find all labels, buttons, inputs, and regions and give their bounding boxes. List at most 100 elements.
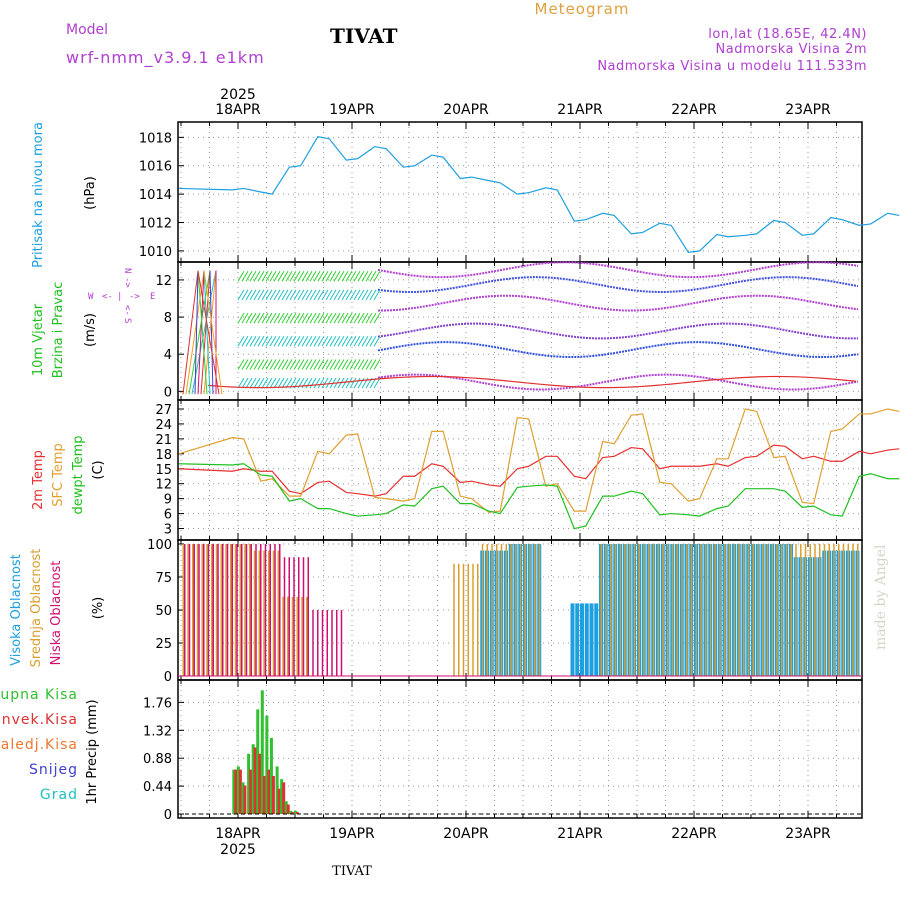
wind-hatch	[241, 312, 249, 324]
wind-hatch	[321, 377, 329, 389]
cloud-bar-1	[486, 544, 488, 676]
precip-bar-1	[291, 812, 295, 814]
wind-hatch	[285, 271, 293, 282]
precip-bar-0	[284, 801, 288, 814]
top-day-label-18APR: 18APR	[215, 102, 261, 118]
wind-hatch	[373, 359, 381, 370]
wind-hatch	[373, 312, 381, 324]
cloud-bar-2	[198, 544, 200, 676]
clouds-ytick-label: 100	[147, 538, 172, 553]
cloud-bar-1	[230, 544, 232, 676]
cloud-bar-1	[187, 544, 189, 676]
wind-hatch	[245, 312, 253, 324]
wind-fan-arrow	[194, 270, 199, 395]
wind-hatch	[361, 359, 369, 370]
wind-hatch	[285, 336, 293, 347]
pressure-frame	[177, 121, 863, 263]
precip-bar-1	[277, 788, 281, 814]
cloud-bar-1	[676, 544, 678, 676]
compass-up-arrow: <-	[122, 305, 132, 316]
bottom-day-label-19APR: 19APR	[329, 826, 375, 842]
wind-hatch	[337, 271, 345, 282]
wind-hatch	[249, 336, 257, 347]
temp-unit: (C)	[91, 460, 106, 479]
wind-fan-arrow	[182, 270, 199, 395]
cloud-ylabel-3: Niska Oblacnost	[49, 561, 64, 666]
cloud-bar-0	[589, 603, 594, 676]
cloud-bar-1	[234, 544, 237, 676]
wind-hatch	[305, 359, 313, 370]
cloud-bar-1	[624, 544, 626, 676]
cloud-bar-0	[580, 603, 584, 676]
wind-hatch	[261, 359, 269, 370]
wind-hatch	[285, 359, 293, 370]
wind-hatch	[341, 271, 349, 282]
wind-hatch	[257, 377, 265, 389]
wind-hatch	[313, 377, 321, 389]
wind-hatch	[325, 377, 333, 389]
wind-hatch	[349, 377, 357, 389]
wind-hatch	[317, 336, 325, 347]
wind-hatch	[301, 312, 309, 324]
wind-hatch	[257, 312, 265, 324]
watermark: made by Angel	[873, 544, 889, 650]
top-day-label-19APR: 19APR	[329, 102, 375, 118]
wind-hatch	[237, 359, 245, 370]
cloud-bar-2	[264, 544, 267, 676]
wind-hatch	[309, 289, 317, 301]
wind-hatch	[321, 359, 329, 370]
panels: 1010101210141016101804812369121518212427…	[139, 121, 900, 823]
wind-hatch	[305, 312, 313, 324]
wind-hatch	[245, 289, 253, 301]
wind-hatch	[253, 336, 261, 347]
cloud-bar-2	[193, 544, 195, 676]
clouds-ytick-label: 0	[164, 670, 172, 685]
wind-hatch	[357, 359, 365, 370]
wind-fan-arrow	[197, 270, 220, 395]
wind-hatch	[245, 271, 253, 282]
cloud-bar-1	[500, 544, 503, 676]
legend-ukupna-kisa: Ukupna Kisa	[0, 687, 78, 703]
pressure-ytick-label: 1014	[139, 188, 172, 203]
cloud-bar-1	[705, 544, 707, 676]
cloud-bar-1	[477, 563, 479, 676]
cloud-bar-1	[838, 544, 840, 676]
cloud-bar-1	[619, 544, 621, 676]
precip-bar-0	[247, 753, 251, 814]
wind-hatch	[265, 312, 273, 324]
cloud-bar-1	[800, 544, 802, 676]
wind-hatch	[297, 271, 305, 282]
cloud-bar-1	[239, 544, 241, 676]
wind-hatch	[317, 312, 325, 324]
panel-wind: 0 4 8 12	[155, 261, 863, 401]
cloud-bar-1	[605, 544, 607, 676]
cloud-bar-1	[529, 544, 531, 676]
wind-hatch	[273, 289, 281, 301]
wind-hatch	[321, 312, 329, 324]
wind-hatch	[293, 312, 301, 324]
cloud-bar-0	[575, 603, 580, 676]
wind-hatch	[253, 289, 261, 301]
wind-hatch	[321, 336, 329, 347]
precip-bar-1	[295, 812, 299, 814]
wind-hatch	[353, 312, 361, 324]
cloud-bar-1	[296, 596, 298, 676]
cloud-bar-2	[298, 557, 300, 676]
panel-clouds: 0 25 50 75 100	[147, 538, 863, 685]
wind-fan-arrow	[203, 270, 211, 395]
cloud-bar-2	[203, 544, 205, 676]
cloud-bar-1	[277, 550, 279, 676]
cloud-bar-1	[828, 544, 830, 676]
cloud-bar-1	[743, 544, 745, 676]
precipitation-ytick-label: 0.44	[143, 780, 172, 795]
wind-hatch	[305, 377, 313, 389]
cloud-bar-2	[283, 557, 286, 676]
legend-snijeg: Snijeg	[29, 762, 78, 778]
wind-hatch	[253, 377, 261, 389]
wind-hatch	[325, 289, 333, 301]
wind-band-0	[377, 261, 859, 279]
elevation-label: Nadmorska Visina 2m	[716, 42, 867, 57]
wind-hatch	[325, 336, 333, 347]
pressure-axis-title: Pritisak na nivou mora (hPa)	[31, 122, 98, 268]
wind-hatch	[297, 359, 305, 370]
